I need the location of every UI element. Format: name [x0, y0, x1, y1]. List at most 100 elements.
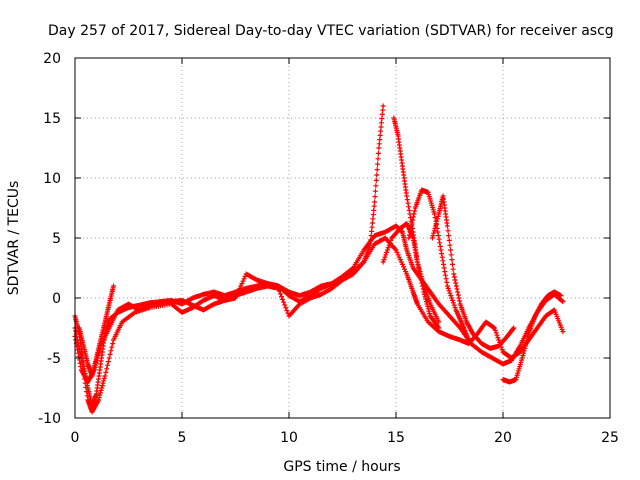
- data-point-marker: [84, 393, 90, 399]
- data-point-marker: [431, 230, 437, 236]
- data-point-marker: [400, 264, 406, 270]
- data-point-marker: [437, 240, 443, 246]
- data-point-marker: [370, 212, 376, 218]
- data-point-marker: [375, 150, 381, 156]
- x-tick-label: 25: [601, 430, 619, 446]
- data-point-marker: [416, 264, 422, 270]
- data-point-marker: [449, 261, 455, 267]
- data-point-marker: [441, 261, 447, 267]
- data-point-marker: [499, 347, 505, 353]
- data-point-marker: [524, 336, 530, 342]
- data-point-marker: [386, 242, 392, 248]
- data-point-marker: [449, 295, 455, 301]
- data-point-marker: [397, 257, 403, 263]
- data-point-marker: [408, 226, 414, 232]
- data-point-marker: [372, 194, 378, 200]
- data-point-marker: [281, 299, 287, 305]
- data-point-marker: [425, 306, 431, 312]
- data-point-marker: [76, 325, 82, 331]
- grid-lines: [75, 58, 610, 418]
- data-point-marker: [440, 258, 446, 264]
- data-point-marker: [447, 242, 453, 248]
- data-point-marker: [447, 290, 453, 296]
- data-point-marker: [373, 183, 379, 189]
- data-point-marker: [406, 204, 412, 210]
- data-point-marker: [97, 392, 103, 398]
- data-point-marker: [381, 257, 387, 263]
- data-point-marker: [429, 235, 435, 241]
- y-tick-label: 20: [43, 51, 61, 67]
- data-point-marker: [444, 223, 450, 229]
- data-point-marker: [404, 193, 410, 199]
- data-point-marker: [510, 326, 516, 332]
- data-point-marker: [448, 252, 454, 258]
- data-point-marker: [435, 229, 441, 235]
- data-point-marker: [402, 266, 408, 272]
- data-point-marker: [446, 233, 452, 239]
- data-point-marker: [279, 294, 285, 300]
- data-point-marker: [448, 293, 454, 299]
- data-point-marker: [426, 308, 432, 314]
- data-point-marker: [420, 281, 426, 287]
- data-point-marker: [369, 228, 375, 234]
- data-point-marker: [439, 251, 445, 257]
- data-point-marker: [372, 199, 378, 205]
- data-point-marker: [451, 302, 457, 308]
- data-point-marker: [522, 343, 528, 349]
- data-point-marker: [415, 261, 421, 267]
- y-tick-labels: -10 -5 0 5 10 15 20: [38, 51, 61, 427]
- data-point-marker: [560, 329, 566, 335]
- data-point-marker: [106, 355, 112, 361]
- data-point-marker: [511, 325, 517, 331]
- data-point-marker: [100, 380, 106, 386]
- data-point-marker: [377, 132, 383, 138]
- data-point-marker: [378, 128, 384, 134]
- data-point-marker: [410, 217, 416, 223]
- data-point-marker: [432, 211, 438, 217]
- data-point-marker: [241, 276, 247, 282]
- data-point-marker: [435, 216, 441, 222]
- x-tick-label: 15: [387, 430, 405, 446]
- data-point-marker: [449, 257, 455, 263]
- data-point-marker: [430, 233, 436, 239]
- data-point-marker: [375, 156, 381, 162]
- data-point-marker: [376, 141, 382, 147]
- data-point-marker: [435, 233, 441, 239]
- data-point-marker: [410, 214, 416, 220]
- data-point-marker: [385, 245, 391, 251]
- x-tick-labels: 0 5 10 15 20 25: [71, 430, 619, 446]
- data-point-marker: [466, 337, 472, 343]
- data-point-marker: [376, 145, 382, 151]
- data-point-marker: [379, 111, 385, 117]
- data-point-marker: [380, 259, 386, 265]
- data-point-marker: [433, 221, 439, 227]
- data-point-marker: [455, 292, 461, 298]
- data-point-marker: [431, 228, 437, 234]
- data-point-marker: [411, 211, 417, 217]
- y-tick-label: 5: [52, 231, 61, 247]
- y-tick-label: 15: [43, 111, 61, 127]
- data-point-marker: [434, 218, 440, 224]
- data-point-marker: [109, 344, 115, 350]
- data-point-marker: [78, 364, 84, 370]
- data-point-marker: [378, 120, 384, 126]
- data-point-marker: [240, 278, 246, 284]
- data-point-marker: [448, 247, 454, 253]
- data-point-marker: [418, 273, 424, 279]
- x-axis-title: GPS time / hours: [283, 459, 400, 475]
- data-point-marker: [456, 295, 462, 301]
- data-point-marker: [75, 350, 81, 356]
- data-point-marker: [451, 274, 457, 280]
- data-point-marker: [97, 390, 103, 396]
- data-point-marker: [452, 277, 458, 283]
- data-point-marker: [558, 293, 564, 299]
- data-point-marker: [439, 254, 445, 260]
- data-point-marker: [96, 397, 102, 403]
- data-point-marker: [494, 332, 500, 338]
- data-point-marker: [398, 259, 404, 265]
- data-point-marker: [99, 383, 105, 389]
- data-point-marker: [414, 259, 420, 265]
- data-point-marker: [371, 207, 377, 213]
- data-point-marker: [405, 200, 411, 206]
- data-point-marker: [388, 237, 394, 243]
